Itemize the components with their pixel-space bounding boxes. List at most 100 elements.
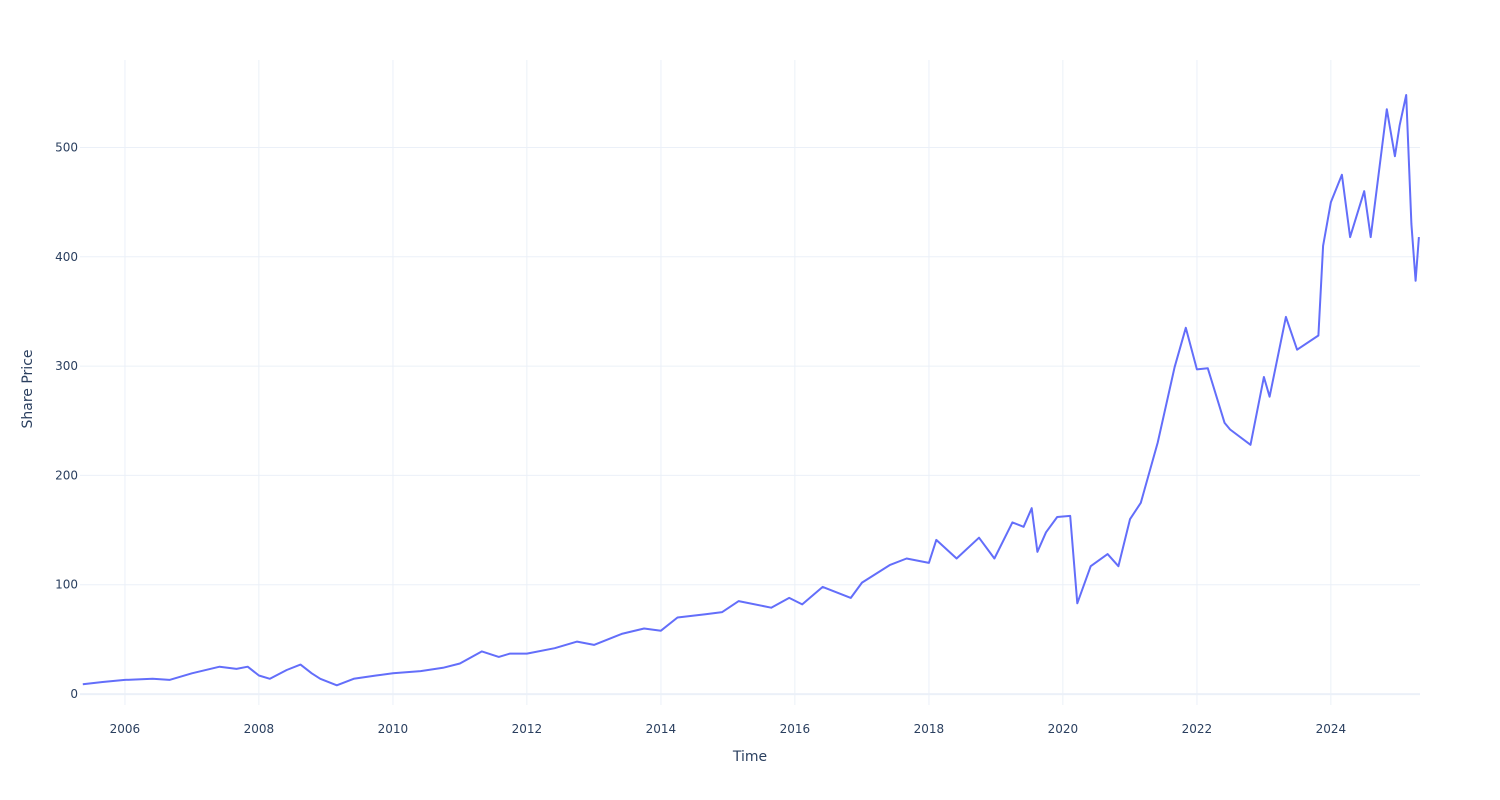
series-line [82, 94, 1420, 687]
data-point [82, 683, 84, 685]
data-point [705, 613, 707, 615]
data-point [1394, 155, 1396, 157]
y-tick-label: 400 [55, 250, 78, 264]
data-point [621, 633, 623, 635]
data-point [286, 669, 288, 671]
data-point [152, 678, 154, 680]
y-axis-ticks: 0 100 200 300 400 500 [55, 140, 78, 701]
data-point [801, 603, 803, 605]
data-point [102, 681, 104, 683]
data-point [375, 675, 377, 677]
data-point [509, 653, 511, 655]
data-point [124, 679, 126, 681]
data-point [236, 668, 238, 670]
data-point [269, 678, 271, 680]
y-tick-label: 200 [55, 468, 78, 482]
data-point [1370, 236, 1372, 238]
data-point [993, 558, 995, 560]
data-point [1269, 396, 1271, 398]
x-tick-label: 2014 [646, 722, 677, 736]
data-point [1317, 335, 1319, 337]
data-point [219, 666, 221, 668]
data-point [738, 600, 740, 602]
data-point [1418, 236, 1420, 238]
data-point [850, 597, 852, 599]
data-point [1399, 125, 1401, 127]
data-point [300, 664, 302, 666]
x-tick-label: 2008 [244, 722, 275, 736]
data-point [336, 684, 338, 686]
data-point [1036, 551, 1038, 553]
data-point [498, 656, 500, 658]
data-point [1250, 444, 1252, 446]
data-point [643, 628, 645, 630]
data-point [906, 558, 908, 560]
data-point [311, 672, 313, 674]
data-point [677, 617, 679, 619]
data-point [770, 607, 772, 609]
data-point [1229, 429, 1231, 431]
data-point [1196, 368, 1198, 370]
data-point [554, 647, 556, 649]
data-point [1045, 531, 1047, 533]
data-point [1224, 422, 1226, 424]
x-tick-label: 2022 [1182, 722, 1213, 736]
data-point [1349, 236, 1351, 238]
x-axis-ticks: 2006 2008 2010 2012 2014 2016 2018 2020 2022 2024 [110, 722, 1346, 736]
data-point [420, 670, 422, 672]
data-point [861, 582, 863, 584]
data-point [1069, 515, 1071, 517]
data-point [956, 558, 958, 560]
y-tick-label: 500 [55, 140, 78, 154]
y-tick-label: 100 [55, 578, 78, 592]
x-tick-label: 2016 [780, 722, 811, 736]
data-point [660, 630, 662, 632]
x-tick-label: 2012 [512, 722, 543, 736]
data-point [353, 678, 355, 680]
data-point [978, 537, 980, 539]
data-point [889, 564, 891, 566]
data-point [935, 539, 937, 541]
x-gridlines [124, 60, 1332, 705]
data-point [1023, 526, 1025, 528]
x-tick-label: 2020 [1048, 722, 1079, 736]
data-point [1107, 553, 1109, 555]
data-point [1263, 376, 1265, 378]
y-axis-title: Share Price [20, 349, 36, 428]
data-point [1207, 367, 1209, 369]
y-tick-label: 0 [70, 687, 78, 701]
data-point [1341, 174, 1343, 176]
data-point [822, 586, 824, 588]
data-point [1405, 94, 1407, 96]
data-point [392, 672, 394, 674]
data-point [1296, 349, 1298, 351]
y-gridlines [80, 146, 1420, 696]
data-point [721, 611, 723, 613]
data-point [1174, 366, 1176, 368]
data-point [1330, 201, 1332, 203]
data-point [319, 678, 321, 680]
data-point [442, 667, 444, 669]
data-point [576, 641, 578, 643]
data-point [247, 666, 249, 668]
data-point [1117, 565, 1119, 567]
data-point [481, 650, 483, 652]
data-point [1031, 507, 1033, 509]
data-point [593, 644, 595, 646]
data-point [1076, 602, 1078, 604]
x-tick-label: 2006 [110, 722, 141, 736]
data-point [1140, 502, 1142, 504]
data-point [1322, 245, 1324, 247]
series-layer [82, 94, 1420, 687]
y-tick-label: 300 [55, 359, 78, 373]
data-point [258, 675, 260, 677]
data-point [1011, 521, 1013, 523]
data-point [788, 597, 790, 599]
data-point [1410, 223, 1412, 225]
data-point [1056, 516, 1058, 518]
data-point [526, 653, 528, 655]
data-point [1090, 565, 1092, 567]
x-tick-label: 2024 [1316, 722, 1347, 736]
data-point [1185, 327, 1187, 329]
